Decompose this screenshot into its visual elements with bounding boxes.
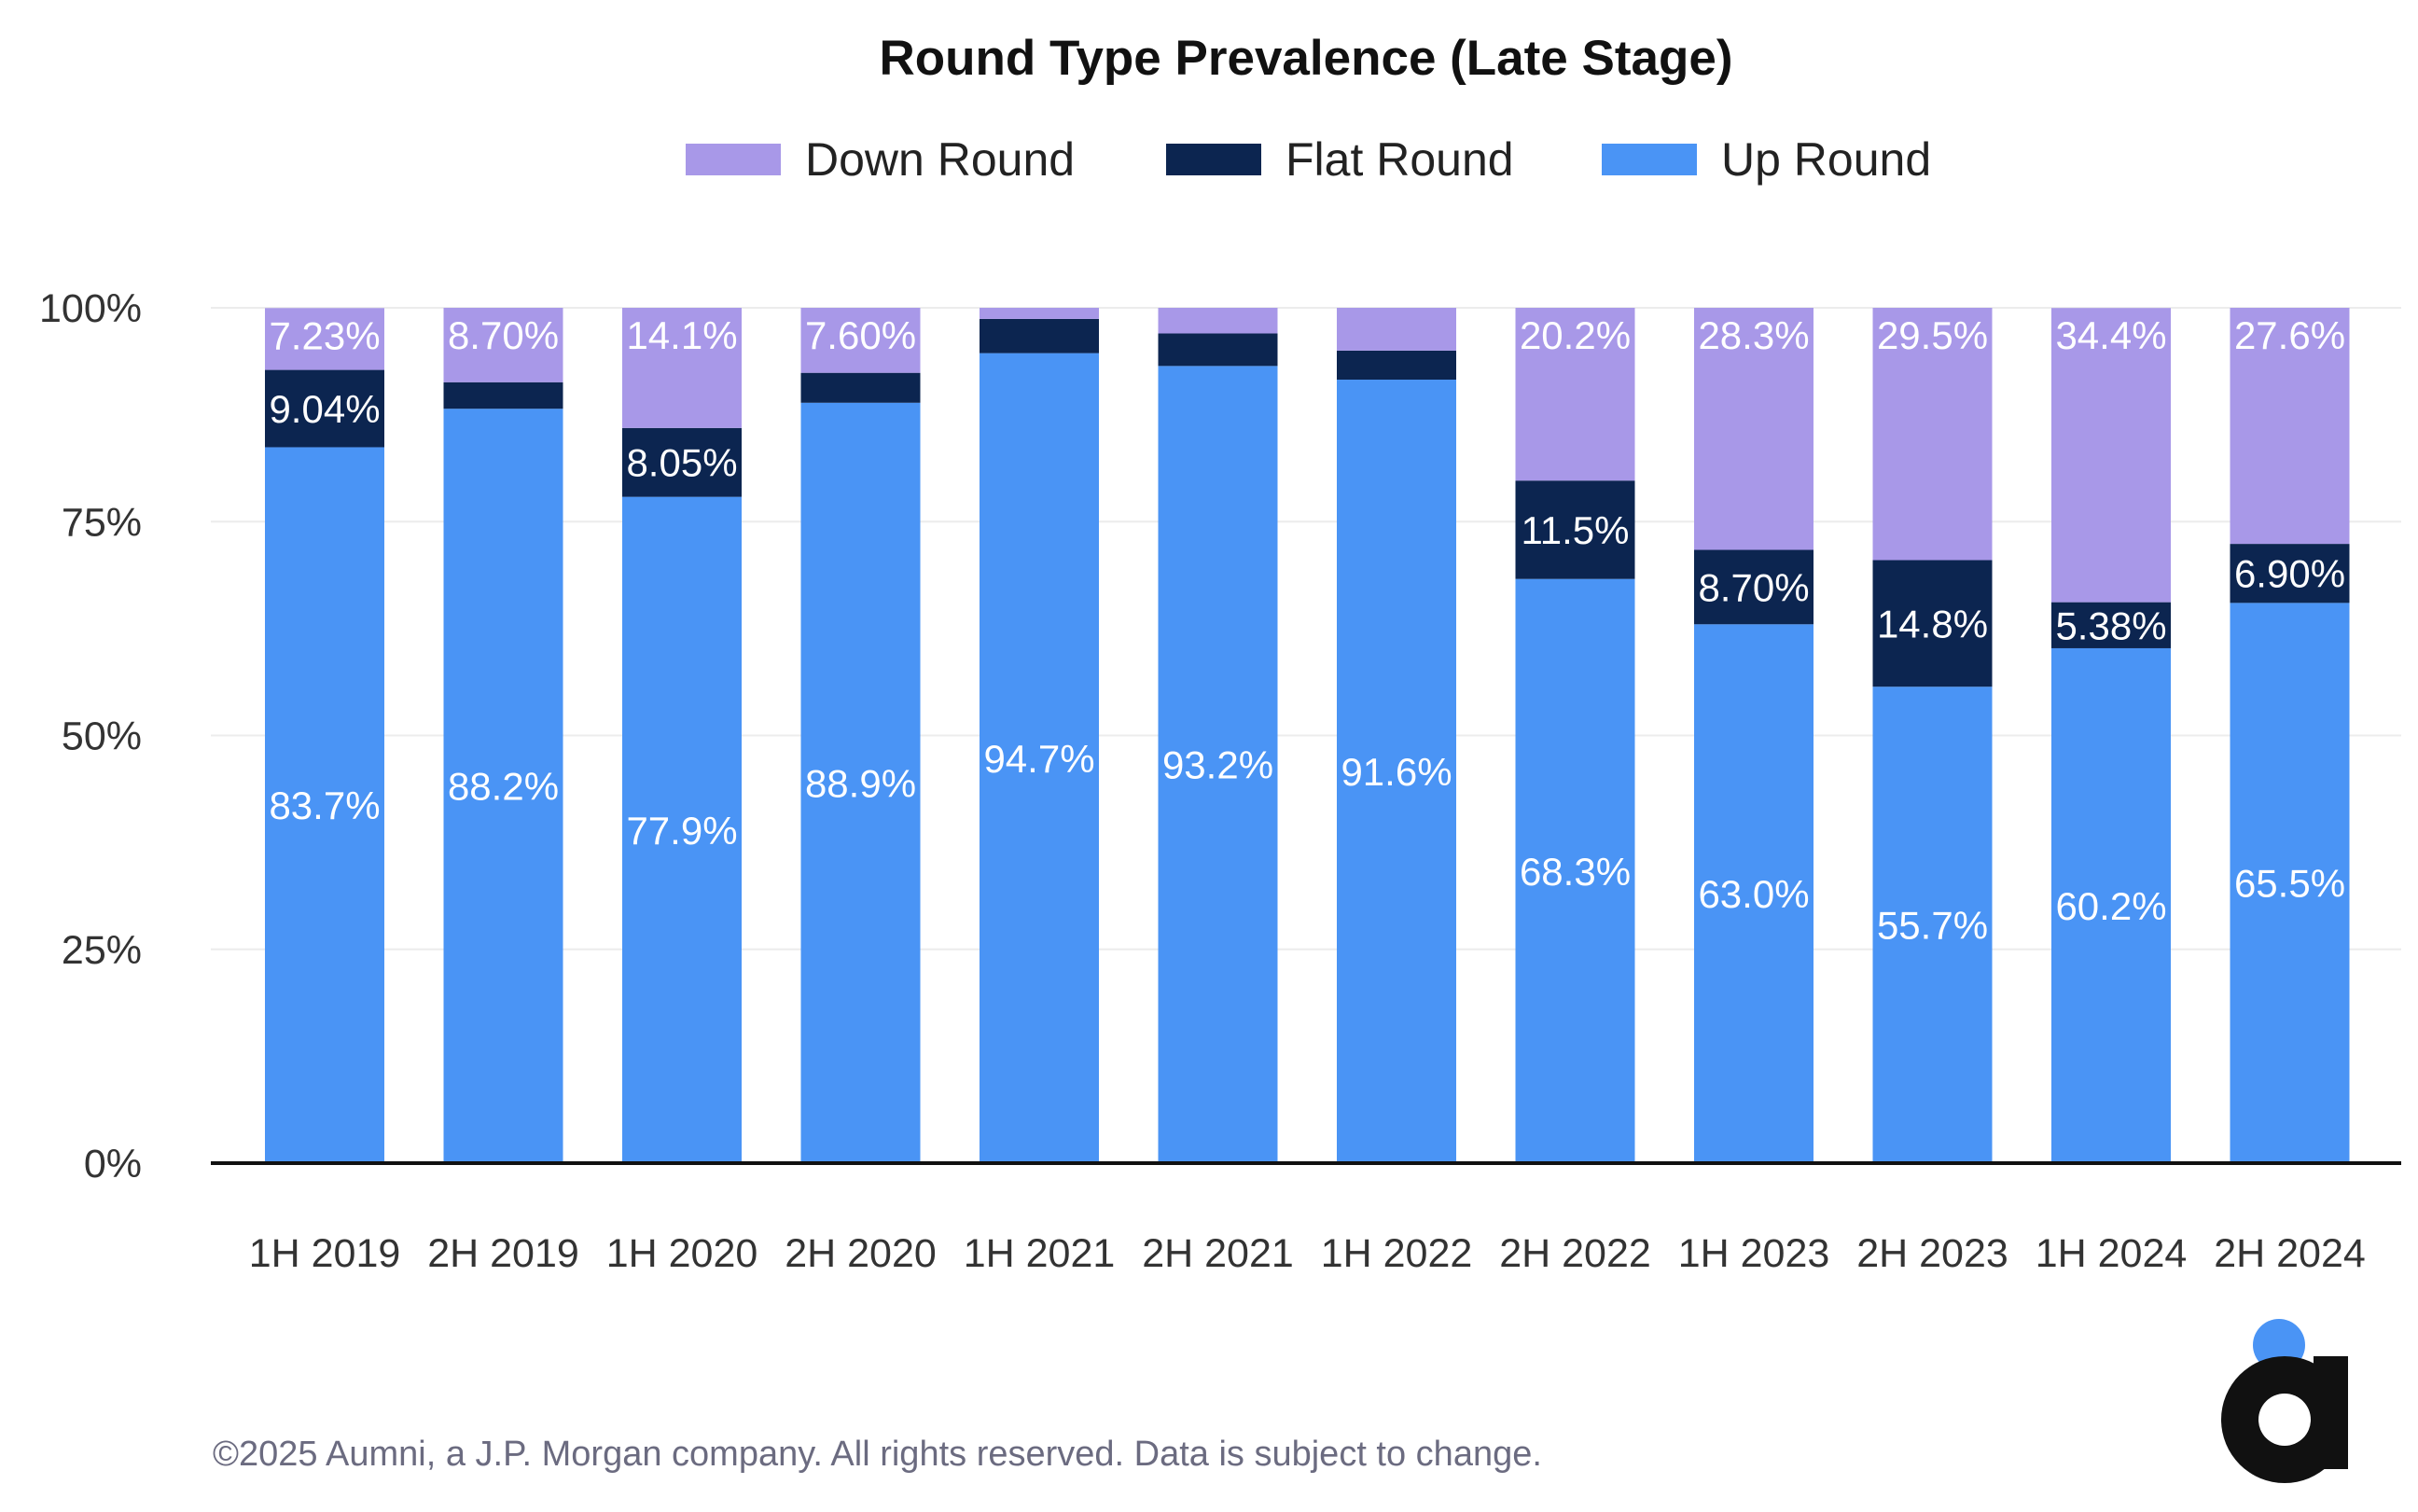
x-tick-label: 2H 2022	[1499, 1231, 1651, 1276]
bar-flat-round-1h-2022	[1337, 350, 1456, 381]
bar-flat-round-2h-2020	[800, 372, 921, 403]
bar-down-round-1h-2020	[622, 308, 742, 428]
data-label-up-round-2h-2020: 88.9%	[805, 761, 916, 805]
bar-down-round-2h-2023	[1872, 308, 1993, 561]
x-tick-label: 2H 2024	[2214, 1231, 2366, 1276]
bar-flat-round-2h-2023	[1872, 560, 1993, 687]
x-axis: 1H 2019 2H 2019 1H 2020 2H 2020 1H 2021 2H 20…	[249, 1231, 2366, 1276]
y-axis: 0% 25% 50% 75% 100%	[39, 286, 142, 1186]
y-tick-label: 0%	[84, 1142, 142, 1186]
y-tick-label: 75%	[62, 500, 142, 545]
data-label-up-round-2h-2022: 68.3%	[1520, 850, 1631, 894]
data-label-up-round-1h-2023: 63.0%	[1698, 872, 1809, 916]
bar-up-round-2h-2024	[2230, 603, 2350, 1163]
data-label-down-round-2h-2022: 20.2%	[1520, 313, 1631, 357]
x-tick-label: 2H 2020	[785, 1231, 937, 1276]
data-label-flat-round-1h-2019: 9.04%	[269, 387, 380, 431]
x-tick-label: 1H 2020	[606, 1231, 758, 1276]
x-tick-label: 1H 2024	[2036, 1231, 2188, 1276]
data-label-flat-round-1h-2020: 8.05%	[626, 441, 737, 485]
copyright-footer: ©2025 Aumni, a J.P. Morgan company. All …	[213, 1435, 1542, 1474]
legend: Down Round Flat Round Up Round	[686, 133, 1931, 186]
bar-down-round-2h-2022	[1515, 308, 1635, 481]
logo-letter-stem	[2314, 1356, 2348, 1469]
bar-down-round-2h-2019	[443, 308, 563, 382]
y-tick-label: 25%	[62, 928, 142, 973]
bar-up-round-1h-2019	[265, 447, 384, 1163]
bar-down-round-1h-2021	[980, 308, 1099, 319]
data-label-up-round-2h-2021: 93.2%	[1162, 743, 1273, 787]
grid	[211, 307, 2401, 950]
data-label-down-round-1h-2019: 7.23%	[269, 313, 380, 357]
bar-flat-round-1h-2024	[2051, 602, 2171, 648]
bar-flat-round-1h-2019	[265, 369, 384, 448]
x-tick-label: 1H 2019	[249, 1231, 401, 1276]
bar-flat-round-2h-2024	[2230, 544, 2350, 603]
data-label-down-round-2h-2020: 7.60%	[805, 313, 916, 357]
data-label-up-round-1h-2019: 83.7%	[269, 784, 380, 827]
data-label-down-round-2h-2024: 27.6%	[2234, 313, 2345, 357]
bar-flat-round-1h-2020	[622, 427, 742, 497]
bar-up-round-2h-2019	[443, 409, 563, 1163]
data-label-down-round-1h-2020: 14.1%	[626, 313, 737, 357]
bar-down-round-2h-2024	[2230, 308, 2350, 545]
aumni-logo-icon	[2221, 1319, 2348, 1483]
legend-label-flat-round: Flat Round	[1285, 133, 1514, 186]
data-label-flat-round-1h-2024: 5.38%	[2055, 603, 2166, 647]
x-tick-label: 2H 2021	[1142, 1231, 1294, 1276]
data-label-up-round-1h-2022: 91.6%	[1341, 750, 1452, 794]
data-label-flat-round-2h-2023: 14.8%	[1877, 602, 1988, 645]
x-tick-label: 1H 2022	[1321, 1231, 1473, 1276]
bar-down-round-1h-2019	[265, 308, 384, 370]
data-label-up-round-2h-2024: 65.5%	[2234, 862, 2345, 906]
data-label-down-round-2h-2019: 8.70%	[448, 313, 559, 357]
bar-down-round-1h-2022	[1337, 308, 1456, 351]
legend-label-down-round: Down Round	[805, 133, 1075, 186]
data-label-down-round-1h-2023: 28.3%	[1698, 313, 1809, 357]
data-label-flat-round-2h-2022: 11.5%	[1522, 508, 1630, 552]
x-tick-label: 2H 2023	[1856, 1231, 2008, 1276]
bar-up-round-1h-2022	[1337, 380, 1456, 1163]
x-tick-label: 1H 2021	[964, 1231, 1116, 1276]
bar-flat-round-1h-2023	[1694, 549, 1814, 625]
bar-flat-round-2h-2021	[1158, 333, 1278, 367]
bar-down-round-2h-2020	[800, 308, 921, 373]
bar-flat-round-1h-2021	[980, 318, 1099, 354]
logo-letter-counter	[2258, 1394, 2311, 1446]
data-label-up-round-1h-2020: 77.9%	[626, 809, 737, 853]
data-label-flat-round-1h-2023: 8.70%	[1698, 565, 1809, 609]
y-tick-label: 100%	[39, 286, 142, 331]
legend-swatch-flat-round	[1166, 144, 1261, 175]
data-label-up-round-2h-2023: 55.7%	[1877, 904, 1988, 948]
bar-up-round-1h-2024	[2051, 647, 2171, 1163]
bar-up-round-2h-2023	[1872, 687, 1993, 1163]
bar-down-round-1h-2023	[1694, 308, 1814, 550]
x-tick-label: 2H 2019	[427, 1231, 579, 1276]
y-tick-label: 50%	[62, 714, 142, 759]
data-labels: 83.7% 9.04% 7.23% 88.2% 8.70% 77.9% 8.05% 14.1%…	[269, 313, 2345, 948]
bar-down-round-2h-2021	[1158, 308, 1278, 334]
data-label-up-round-1h-2024: 60.2%	[2055, 884, 2166, 928]
bar-flat-round-2h-2022	[1515, 480, 1635, 579]
data-label-flat-round-2h-2024: 6.90%	[2234, 552, 2345, 596]
data-label-up-round-1h-2021: 94.7%	[983, 737, 1094, 781]
chart-title: Round Type Prevalence (Late Stage)	[880, 31, 1733, 86]
data-label-down-round-1h-2024: 34.4%	[2055, 313, 2166, 357]
legend-swatch-down-round	[686, 144, 781, 175]
bars	[265, 308, 2350, 1164]
bar-up-round-1h-2020	[622, 496, 742, 1163]
bar-up-round-2h-2021	[1158, 366, 1278, 1164]
bar-up-round-2h-2020	[800, 402, 921, 1163]
bar-up-round-1h-2021	[980, 353, 1099, 1163]
bar-up-round-2h-2022	[1515, 578, 1635, 1163]
bar-up-round-1h-2023	[1694, 624, 1814, 1163]
legend-swatch-up-round	[1602, 144, 1697, 175]
data-label-down-round-2h-2023: 29.5%	[1877, 313, 1988, 357]
data-label-up-round-2h-2019: 88.2%	[448, 765, 559, 809]
bar-down-round-1h-2024	[2051, 308, 2171, 603]
bar-flat-round-2h-2019	[443, 381, 563, 409]
x-tick-label: 1H 2023	[1678, 1231, 1830, 1276]
legend-label-up-round: Up Round	[1721, 133, 1931, 186]
